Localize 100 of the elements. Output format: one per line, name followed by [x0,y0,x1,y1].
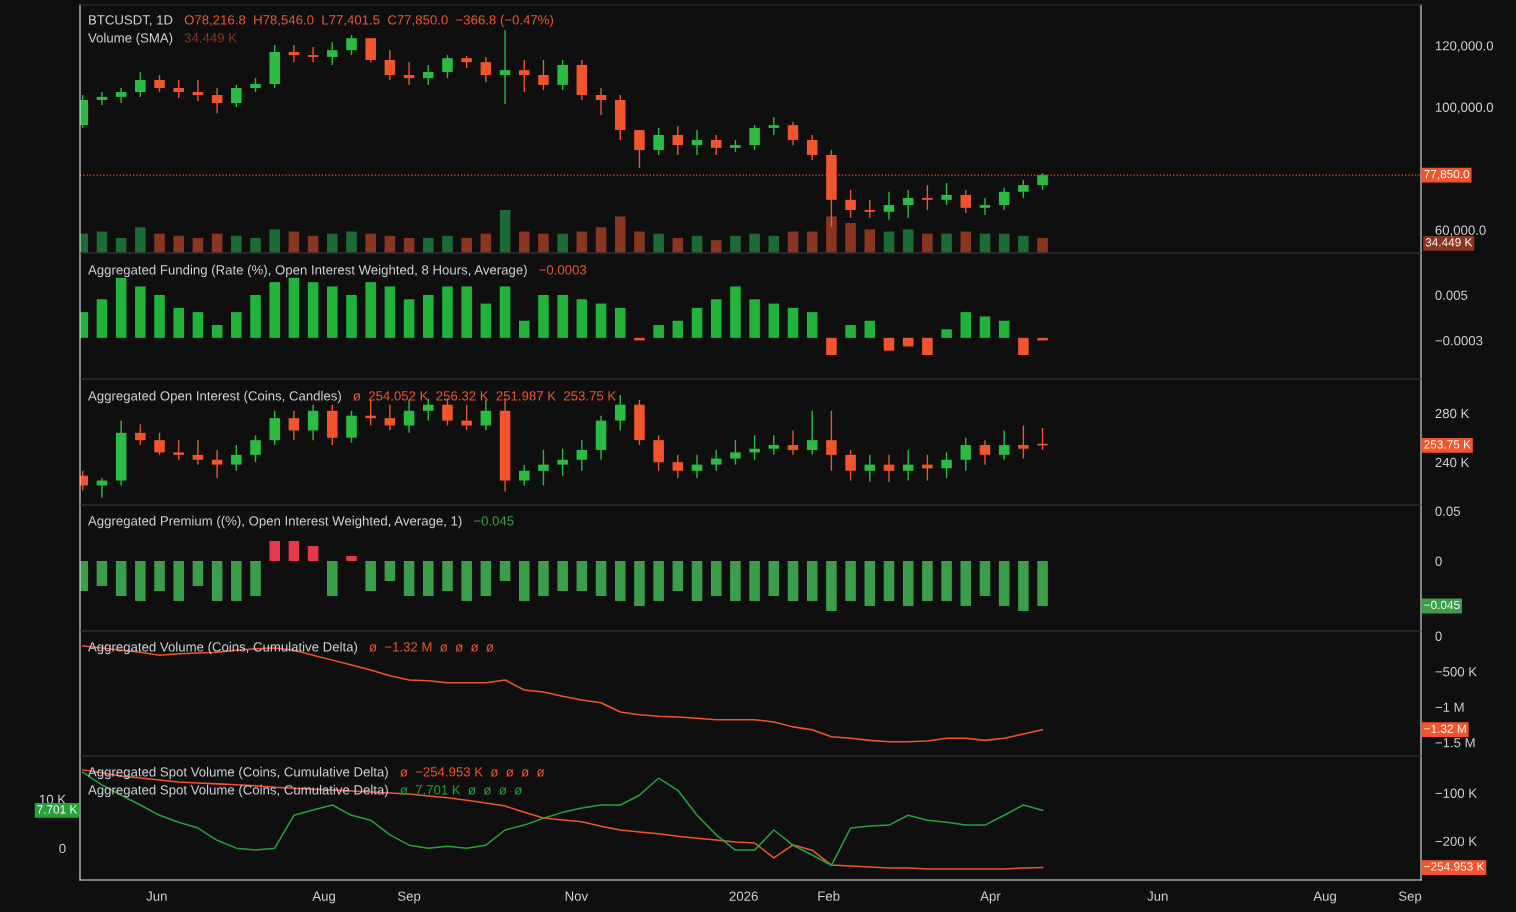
bar [998,320,1010,338]
bar [135,561,146,601]
bar [269,282,280,338]
bar [672,320,684,338]
candlestick [960,189,972,214]
annotation: ø −1.32 M ø ø ø ø [369,642,494,652]
candlestick [1018,179,1029,199]
bar [538,233,549,253]
bar [1037,561,1048,606]
bar [442,235,453,253]
bar [672,561,684,591]
bar [730,561,741,601]
candlestick [269,410,280,446]
y-tick-label: 0 [1435,631,1442,641]
candlestick [135,423,146,446]
y-tick-label: 0.05 [1435,506,1461,516]
bar [845,325,856,338]
candlestick [845,189,856,219]
bar [288,541,300,561]
bar [979,561,991,596]
bar [115,561,127,596]
bar [442,561,453,591]
y-tick-label: 240 K [1435,457,1470,468]
candlestick [346,34,357,56]
bar [864,229,876,253]
candlestick [154,432,165,456]
candlestick [173,79,184,99]
candlestick [634,399,645,446]
candlestick [845,449,856,482]
candlestick [614,394,626,432]
bar [231,235,242,253]
bar [730,286,741,338]
bar [557,561,568,591]
bar [307,282,319,338]
candlestick [538,449,549,487]
candlestick [749,124,760,151]
bar [288,277,300,338]
bar [307,546,319,561]
bar [710,299,722,338]
bar [864,320,876,338]
text: Aggregated Open Interest (Coins, Candles) [88,390,341,404]
candlestick [730,439,741,466]
bar [576,561,588,591]
y-tick-label: −0.0003 [1435,336,1483,346]
bar [960,561,972,606]
bar [173,235,184,253]
bar [826,216,837,253]
x-tick-label: Jun [1147,891,1168,901]
candlestick [538,59,549,91]
bar [634,231,645,253]
bar [595,561,607,596]
bar [269,541,280,561]
x-tick-label: Sep [397,891,421,904]
bar [960,231,972,253]
bar [96,561,108,586]
bar [595,303,607,338]
y-tick-label: 120,000.0 [1435,41,1494,53]
bar [327,286,338,338]
bar [595,227,607,253]
annotation: ø −254.953 K ø ø ø ø [400,767,545,777]
y2-tick-label: 0 [59,843,66,854]
bar [710,561,722,596]
bar [922,233,933,253]
candlestick [135,71,146,98]
y-tick-label: −500 K [1435,667,1477,677]
bar [749,561,760,601]
x-tick-label: Aug [1313,891,1336,904]
bar [922,337,933,355]
chart-title: Volume (SMA) [88,32,173,46]
candlestick [231,444,242,472]
bar [154,295,165,338]
bar [135,227,146,253]
annotation: 34.449 K [184,33,237,43]
bar [922,561,933,601]
candlestick [922,184,933,211]
text: 34.449 K [1425,238,1473,247]
bar [346,231,357,253]
text: 253.75 K [1424,440,1471,449]
bar [614,561,626,601]
candlestick [518,463,530,487]
bar [518,320,530,338]
bar [231,561,242,601]
bar [826,337,837,355]
x-tick-label: Feb [818,891,840,901]
text: 7.701 K [37,805,78,814]
bar [518,561,530,601]
y-tick-label: −200 K [1435,836,1477,846]
bar [154,561,165,591]
bar [787,561,799,601]
bar [691,307,703,338]
candlestick [365,37,376,63]
text: −1.32 M [1424,724,1466,733]
bar [1018,561,1029,611]
candlestick [826,410,837,472]
text: Aggregated Premium ((%), Open Interest Weighted, Average, 1) [88,515,462,529]
bar [250,237,261,253]
bar [461,237,472,253]
y-tick-label: −1 M [1435,702,1464,712]
bar [768,561,780,596]
bar [614,307,626,338]
